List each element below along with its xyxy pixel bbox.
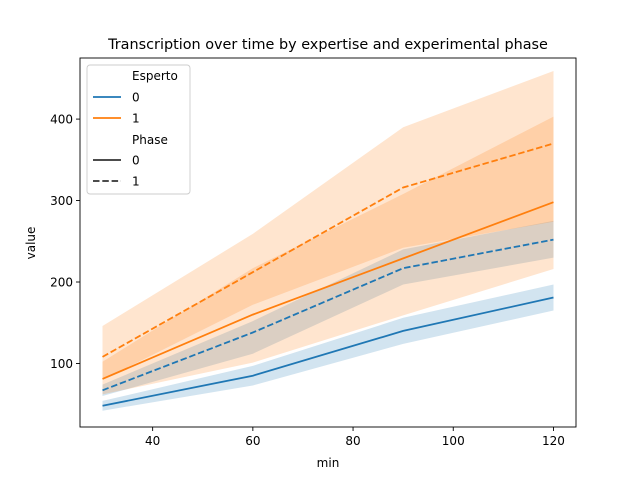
- legend-label-phase-1: 1: [132, 175, 140, 189]
- ci-band-esperto-1-phase-1: [102, 71, 554, 380]
- legend-label-phase-0: 0: [132, 154, 140, 168]
- y-axis: 100 200 300 400: [50, 113, 80, 371]
- x-tick-label: 100: [442, 434, 465, 448]
- x-tick-label: 120: [542, 434, 565, 448]
- legend: Esperto 0 1 Phase 0 1: [86, 64, 191, 195]
- series-line-esperto-1-phase-0: [102, 201, 554, 380]
- ci-band-esperto-0-phase-1: [102, 220, 554, 396]
- y-axis-label: value: [24, 227, 38, 260]
- x-axis-label: min: [317, 456, 340, 470]
- x-tick-label: 60: [245, 434, 260, 448]
- x-tick-label: 80: [345, 434, 360, 448]
- legend-style-title: Phase: [132, 133, 168, 147]
- legend-label-esperto-1: 1: [132, 112, 140, 126]
- plot-area: [79, 57, 577, 428]
- y-tick-label: 400: [50, 113, 73, 127]
- series-line-esperto-0-phase-0: [102, 296, 554, 407]
- ci-band-esperto-1-phase-0: [102, 116, 554, 395]
- series-line-esperto-0-phase-1: [102, 238, 554, 392]
- series-line-esperto-1-phase-1: [102, 142, 554, 358]
- x-tick-label: 40: [145, 434, 160, 448]
- y-tick-label: 200: [50, 276, 73, 290]
- y-tick-label: 300: [50, 194, 73, 208]
- chart-title: Transcription over time by expertise and…: [107, 37, 548, 53]
- legend-label-esperto-0: 0: [132, 91, 140, 105]
- ci-band-esperto-0-phase-0: [102, 284, 554, 411]
- x-axis: 40 60 80 100 120: [145, 427, 565, 448]
- axes-frame: [79, 57, 577, 428]
- y-tick-label: 100: [50, 357, 73, 371]
- legend-hue-title: Esperto: [132, 69, 178, 83]
